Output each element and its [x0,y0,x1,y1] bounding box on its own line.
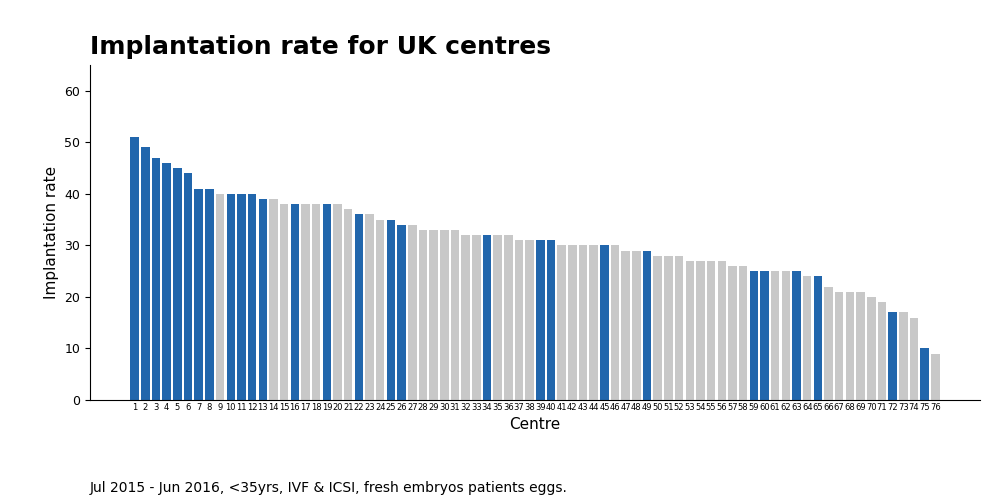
Bar [472,235,481,400]
Bar [718,261,726,400]
Bar [568,246,577,400]
Bar [194,188,203,400]
Bar [899,312,908,400]
Bar [280,204,288,400]
Bar [760,271,769,400]
Bar [461,235,470,400]
Bar [483,235,491,400]
Bar [493,235,502,400]
Bar [344,210,352,400]
Bar [152,158,160,400]
Bar [248,194,256,400]
Bar [365,214,374,400]
Bar [632,250,641,400]
Bar [259,199,267,400]
Bar [931,354,940,400]
Bar [739,266,747,400]
Bar [696,261,705,400]
Bar [686,261,694,400]
Bar [515,240,523,400]
Bar [429,230,438,400]
Bar [173,168,182,400]
Bar [525,240,534,400]
Bar [291,204,299,400]
Bar [920,348,929,400]
Bar [835,292,843,400]
Bar [205,188,214,400]
Bar [451,230,459,400]
Bar [269,199,278,400]
Bar [707,261,715,400]
Bar [216,194,224,400]
Text: Jul 2015 - Jun 2016, <35yrs, IVF & ICSI, fresh embryos patients eggs.: Jul 2015 - Jun 2016, <35yrs, IVF & ICSI,… [90,481,568,495]
Bar [867,297,876,400]
X-axis label: Centre: Centre [509,418,561,432]
Bar [184,173,192,400]
Bar [888,312,897,400]
Bar [419,230,427,400]
Text: Implantation rate for UK centres: Implantation rate for UK centres [90,35,551,59]
Bar [878,302,886,400]
Bar [782,271,790,400]
Bar [750,271,758,400]
Bar [237,194,246,400]
Bar [301,204,310,400]
Bar [323,204,331,400]
Bar [728,266,737,400]
Bar [557,246,566,400]
Bar [611,246,619,400]
Bar [856,292,865,400]
Bar [312,204,320,400]
Bar [333,204,342,400]
Bar [536,240,545,400]
Bar [792,271,801,400]
Bar [162,163,171,400]
Y-axis label: Implantation rate: Implantation rate [44,166,59,299]
Bar [141,148,150,400]
Bar [600,246,609,400]
Bar [664,256,673,400]
Bar [408,225,417,400]
Bar [910,318,918,400]
Bar [846,292,854,400]
Bar [621,250,630,400]
Bar [589,246,598,400]
Bar [227,194,235,400]
Bar [355,214,363,400]
Bar [803,276,811,400]
Bar [130,137,139,400]
Bar [547,240,555,400]
Bar [579,246,587,400]
Bar [771,271,779,400]
Bar [440,230,449,400]
Bar [653,256,662,400]
Bar [643,250,651,400]
Bar [814,276,822,400]
Bar [397,225,406,400]
Bar [376,220,384,400]
Bar [675,256,683,400]
Bar [824,286,833,400]
Bar [387,220,395,400]
Bar [504,235,513,400]
